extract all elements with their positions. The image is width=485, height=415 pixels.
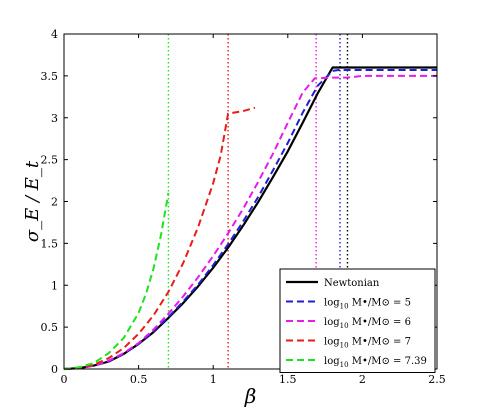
- series-lines: [63, 66, 437, 371]
- y-tick-label: 1: [51, 279, 58, 292]
- y-tick-label: 2: [51, 196, 58, 209]
- legend-label-1: log10 M•/M⊙ = 5: [324, 298, 411, 311]
- y-tick-label: 3: [51, 112, 58, 125]
- legend-label-0: Newtonian: [324, 278, 380, 289]
- y-tick-label: 3.5: [41, 70, 59, 83]
- x-tick-label: 1.5: [279, 373, 297, 386]
- y-tick-label: 2.5: [41, 154, 59, 167]
- y-tick-label: 0.5: [41, 321, 59, 334]
- x-tick-label: 2: [359, 373, 366, 386]
- x-tick-label: 0: [61, 373, 68, 386]
- x-tick-label: 1: [210, 373, 217, 386]
- series-line-2: [63, 74, 437, 370]
- series-line-4: [63, 192, 170, 370]
- y-axis-label: σ_E / E_t: [22, 160, 43, 242]
- legend-label-2: log10 M•/M⊙ = 6: [324, 317, 411, 330]
- series-line-3: [63, 106, 256, 370]
- y-tick-label: 4: [51, 28, 58, 41]
- x-axis-label: β: [244, 384, 257, 408]
- x-tick-label: 2.5: [428, 373, 446, 386]
- series-line-0: [63, 66, 437, 371]
- x-tick-label: 0.5: [130, 373, 148, 386]
- legend-box: [279, 268, 436, 373]
- y-tick-label: 1.5: [41, 237, 59, 250]
- legend-label-3: log10 M•/M⊙ = 7: [324, 337, 411, 350]
- legend: Newtonian log10 M•/M⊙ = 5 log10 M•/M⊙ = 6 l…: [279, 268, 436, 373]
- legend-label-4: log10 M•/M⊙ = 7.39: [324, 356, 427, 369]
- axis-ticks: 0 0.5 1 1.5 2 2.5 0 0.5 1 1.5 2 2.5 3 3.5 4: [41, 28, 446, 386]
- y-tick-label: 0: [51, 363, 58, 376]
